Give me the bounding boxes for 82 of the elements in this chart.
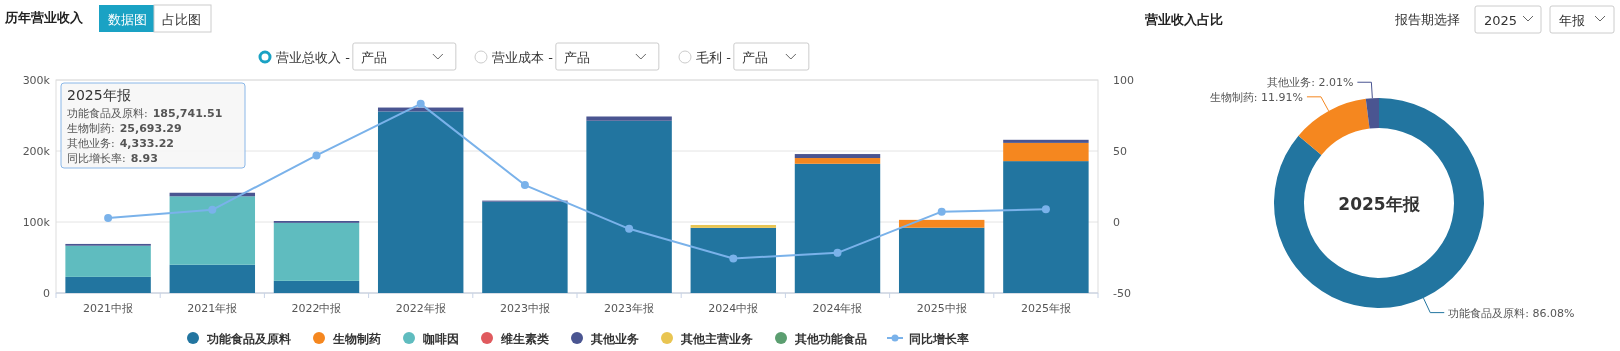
annotation: 2025年报 (67, 87, 131, 103)
annotation: 功能食品及原料: (67, 107, 148, 120)
text: 年报 (1559, 13, 1585, 28)
text: 数据图 (108, 12, 147, 27)
bar (65, 245, 151, 277)
bar (898, 219, 985, 228)
point (833, 248, 842, 257)
annotation: 4,333.22 (119, 137, 174, 150)
text: 报告期选择 (1394, 12, 1460, 27)
y-tick-label: 300k (22, 74, 51, 87)
annotation: 25,693.29 (119, 122, 182, 135)
y2-tick-label: -50 (1113, 287, 1131, 300)
legend-label: 同比增长率 (909, 331, 969, 346)
annotation: 其他业务: (67, 137, 115, 150)
slice-label: 生物制药: 11.91% (1209, 90, 1303, 104)
legend-label: 咖啡因 (423, 331, 459, 346)
bar (169, 264, 256, 293)
x-tick-label: 2023中报 (499, 302, 550, 315)
slice-label: 其他业务: 2.01% (1267, 76, 1354, 90)
bar (1003, 161, 1089, 293)
text: 产品 (360, 50, 387, 65)
chart-title: 营业收入占比 (1144, 12, 1223, 27)
point (208, 205, 217, 214)
x-tick-label: 2021中报 (83, 302, 134, 315)
bar (690, 227, 777, 293)
bar (794, 154, 881, 159)
chart-title: 历年营业收入 (4, 10, 84, 25)
bar (65, 276, 151, 293)
point (729, 254, 738, 263)
point (625, 224, 634, 233)
bar (273, 280, 360, 293)
legend-label: 其他主营业务 (680, 331, 753, 346)
point (416, 99, 425, 108)
legend-label: 其他业务 (590, 331, 639, 346)
point (104, 214, 113, 223)
slice-label: 功能食品及原料: 86.08% (1448, 306, 1575, 320)
point (520, 181, 529, 190)
bar (1003, 139, 1089, 143)
text: 营业总收入 - (276, 50, 351, 65)
y-tick-label: 200k (22, 145, 51, 158)
text: 占比图 (162, 12, 201, 27)
bar (690, 224, 777, 228)
legend-label: 生物制药 (332, 331, 381, 346)
bar (169, 196, 256, 265)
y2-tick-label: 100 (1113, 74, 1134, 87)
x-tick-label: 2025年报 (1020, 302, 1071, 315)
x-tick-label: 2022中报 (291, 302, 342, 315)
text: 2025年报 (1338, 194, 1421, 214)
bar (482, 201, 568, 293)
annotation: 同比增长率: (67, 152, 126, 165)
point (312, 151, 321, 160)
text: 产品 (741, 50, 768, 65)
point (1041, 205, 1050, 214)
x-tick-label: 2024中报 (708, 302, 759, 315)
text: 产品 (563, 50, 590, 65)
legend-label: 维生素类 (500, 331, 549, 346)
bar (1003, 142, 1089, 162)
x-tick-label: 2024年报 (812, 302, 863, 315)
x-tick-label: 2023年报 (604, 302, 655, 315)
y-tick-label: 0 (43, 287, 50, 300)
bar (273, 222, 360, 281)
annotation: 生物制药: (67, 122, 115, 135)
annotation: 185,741.51 (152, 107, 223, 120)
text: 营业成本 - (492, 50, 554, 65)
bar (898, 227, 985, 293)
bar (586, 116, 672, 121)
annotation: 8.93 (130, 152, 158, 165)
text: 2025 (1484, 13, 1518, 28)
x-tick-label: 2021年报 (187, 302, 238, 315)
point (937, 207, 946, 216)
y2-tick-label: 50 (1113, 145, 1127, 158)
bar (794, 163, 881, 293)
x-tick-label: 2022年报 (395, 302, 446, 315)
legend-label: 其他功能食品 (794, 331, 867, 346)
text: 毛利 - (696, 50, 732, 65)
y2-tick-label: 0 (1113, 216, 1120, 229)
legend-label: 功能食品及原料 (206, 331, 291, 346)
bar (794, 158, 881, 164)
bar (586, 120, 672, 293)
bar (377, 111, 464, 293)
y-tick-label: 100k (22, 216, 51, 229)
x-tick-label: 2025中报 (916, 302, 967, 315)
